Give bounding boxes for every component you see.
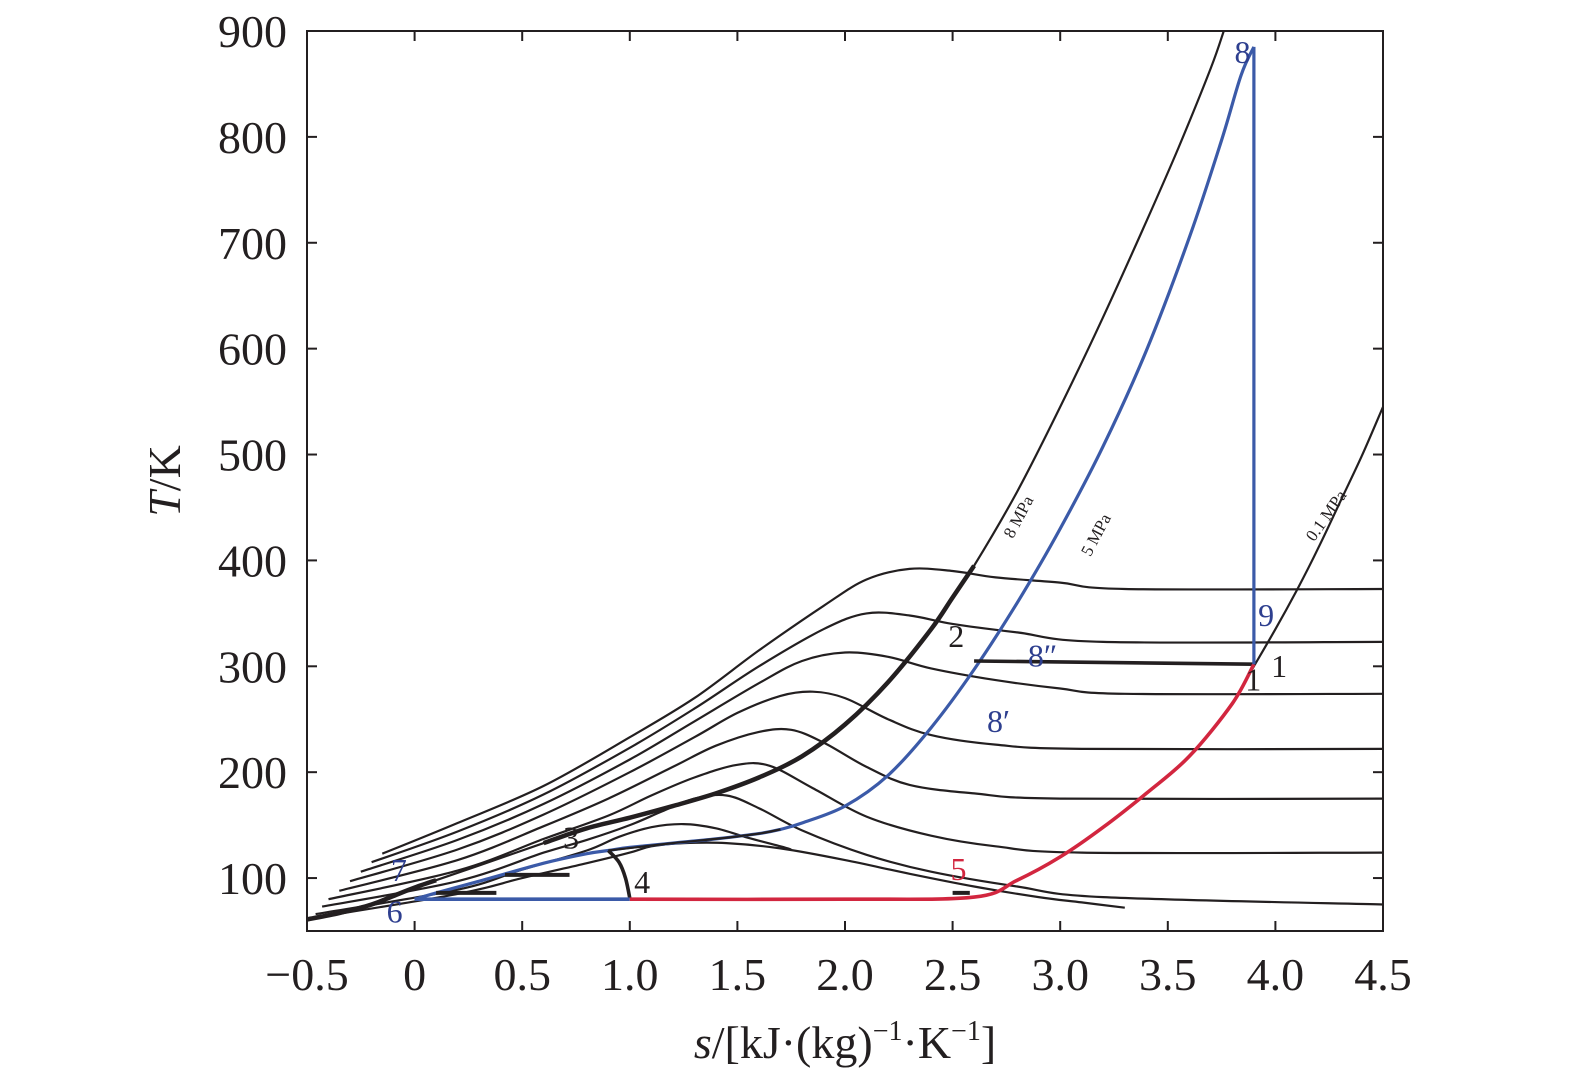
state-point-label: 9 xyxy=(1258,597,1274,633)
curves-layer xyxy=(307,31,1383,922)
x-axis-title-exp1: −1 xyxy=(873,1016,903,1047)
x-tick-label: 2.0 xyxy=(816,949,874,1000)
saturation-segment xyxy=(608,828,781,852)
y-tick-label: 600 xyxy=(218,324,287,375)
bold-low-segment xyxy=(307,878,437,922)
state-point-label: 8″ xyxy=(1028,637,1057,673)
state-point-label: 8′ xyxy=(987,703,1010,739)
isotherm-line-6 xyxy=(328,761,1383,901)
state-point-label: 6 xyxy=(387,894,403,930)
annotation-labels: 8 MPa 5 MPa 0.1 MPa 11 2 3 4 5 6 7 8 8′ 8″ 9 xyxy=(387,34,1351,930)
state-point-label: 3 xyxy=(563,819,579,855)
y-axis-title: T/K xyxy=(139,445,190,517)
axis-ticks: −0.5 0 0.5 1.0 1.5 2.0 2.5 3.0 3.5 4.0 4.510020030… xyxy=(218,6,1412,1000)
y-axis-title-symbol: T xyxy=(139,488,190,517)
state-point-label: 7 xyxy=(391,852,407,888)
isotherm-line-1 xyxy=(381,567,1383,855)
y-tick-label: 100 xyxy=(218,853,287,904)
isotherm-line-8 xyxy=(315,822,792,916)
isotherm-line-5 xyxy=(339,727,1383,892)
x-tick-label: 2.5 xyxy=(924,949,982,1000)
y-axis-title-units: /K xyxy=(139,445,190,491)
y-tick-label: 700 xyxy=(218,218,287,269)
isotherm-line-3 xyxy=(360,651,1383,873)
x-axis-title-mid: ·K xyxy=(903,1017,952,1068)
x-axis-title-exp2: −1 xyxy=(951,1016,981,1047)
x-tick-label: 4.0 xyxy=(1247,949,1305,1000)
x-tick-label: 3.0 xyxy=(1031,949,1089,1000)
x-axis-title-end: ] xyxy=(981,1017,996,1068)
x-tick-label: 3.5 xyxy=(1139,949,1197,1000)
line-4-5-1 xyxy=(629,663,1256,902)
isobar-line-2 xyxy=(414,46,1256,901)
state-point-label: 2 xyxy=(948,618,964,654)
plot-frame xyxy=(306,30,1384,932)
x-axis-title-symbol: s xyxy=(694,1017,712,1068)
isobar-label: 8 MPa xyxy=(1000,492,1038,541)
line-3-4 xyxy=(606,849,632,899)
isotherm-line-4 xyxy=(349,690,1383,883)
state-point-label: 8 xyxy=(1235,34,1251,70)
isobar-label: 5 MPa xyxy=(1077,510,1115,559)
bold-8mpa-segment xyxy=(542,564,976,846)
y-tick-label: 500 xyxy=(218,430,287,481)
y-tick-label: 900 xyxy=(218,6,287,57)
state-point-label: 4 xyxy=(634,864,650,900)
x-tick-label: 0.5 xyxy=(493,949,551,1000)
state-point-label: 1 xyxy=(1245,662,1261,698)
x-tick-label: −0.5 xyxy=(265,949,348,1000)
state-point-label: 1 xyxy=(1271,648,1287,684)
x-axis-title-units: /[kJ·(kg) xyxy=(712,1017,873,1068)
x-tick-label: 4.5 xyxy=(1354,949,1412,1000)
y-tick-label: 300 xyxy=(218,641,287,692)
x-tick-label: 0 xyxy=(403,949,426,1000)
state-point-label: 5 xyxy=(950,851,966,887)
y-tick-label: 400 xyxy=(218,535,287,586)
x-tick-label: 1.5 xyxy=(709,949,767,1000)
isobar-line-1 xyxy=(307,31,1225,921)
x-axis-title: s/[kJ·(kg)−1·K−1] xyxy=(694,1016,996,1068)
y-tick-label: 200 xyxy=(218,747,287,798)
isobar-label: 0.1 MPa xyxy=(1302,486,1351,544)
isotherm-line-7 xyxy=(321,793,1383,908)
line-1-2 xyxy=(974,659,1254,666)
isotherm-line-2 xyxy=(371,611,1383,864)
y-tick-label: 800 xyxy=(218,112,287,163)
x-tick-label: 1.0 xyxy=(601,949,659,1000)
isotherm-line-9 xyxy=(311,841,1125,920)
